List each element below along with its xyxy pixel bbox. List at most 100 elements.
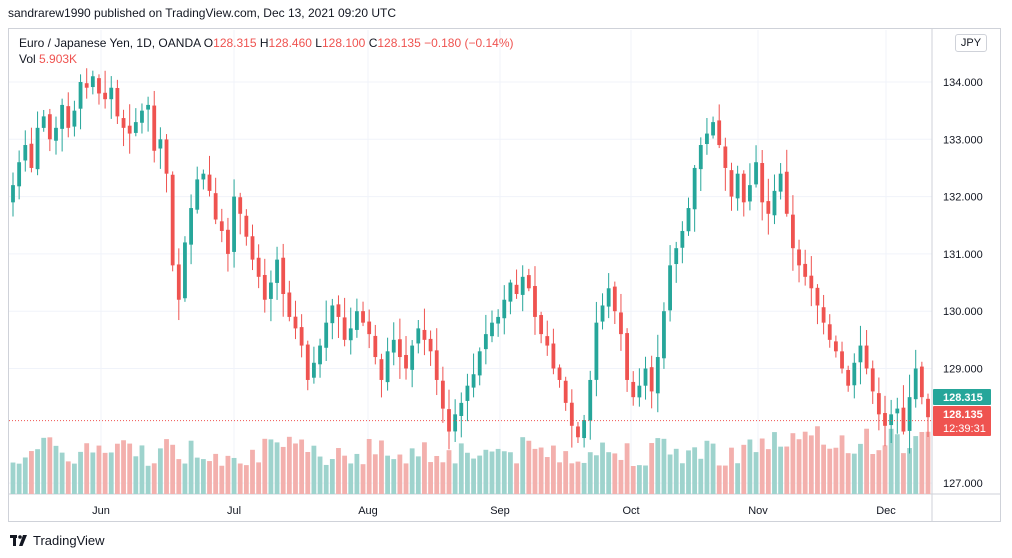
volume-bar [526, 440, 532, 494]
candle [465, 373, 470, 422]
candle-body [520, 276, 525, 295]
candle-body [901, 407, 906, 432]
volume-bar [446, 450, 452, 494]
candle-body [140, 110, 144, 123]
volume-bar [225, 455, 231, 494]
tradingview-logo-icon [10, 534, 27, 546]
candle-body [269, 282, 273, 299]
candle [312, 346, 316, 384]
candle [256, 244, 261, 289]
candle-body [434, 350, 439, 380]
candle-body [41, 116, 46, 128]
candle-body [121, 118, 126, 128]
candle [66, 92, 71, 138]
volume-bar [600, 442, 605, 494]
volume-bar [778, 446, 784, 494]
candle-body [238, 197, 243, 214]
candle-body [883, 413, 887, 426]
volume-bar [851, 453, 857, 494]
candle-body [459, 402, 464, 416]
candle-body [244, 215, 249, 237]
symbol-label: Euro / Japanese Yen, 1D, OANDA [19, 36, 201, 50]
candle-body [649, 367, 654, 392]
candle [324, 300, 329, 361]
volume-bar [477, 455, 483, 494]
candle-body [637, 385, 642, 398]
volume-bar [821, 444, 827, 494]
candle-body [729, 170, 734, 197]
candle-body [164, 139, 169, 174]
candle [170, 171, 175, 272]
candle [901, 385, 906, 435]
volume-layer [10, 426, 931, 494]
candle-body [619, 312, 623, 335]
volume-bar [231, 457, 237, 494]
candle [336, 295, 341, 338]
volume-bar [458, 443, 464, 494]
candle [201, 169, 206, 190]
candle-body [483, 334, 488, 350]
candle [146, 96, 151, 132]
candle [281, 243, 286, 317]
chart-frame [8, 28, 1001, 522]
candle-body [926, 398, 930, 418]
candle [876, 377, 881, 431]
volume-bar [538, 447, 544, 494]
volume-bar [145, 465, 151, 494]
candle-body [471, 374, 476, 388]
volume-value: 5.903K [39, 52, 78, 66]
candle [496, 309, 501, 337]
volume-bar [336, 448, 341, 494]
volume-bar [858, 443, 863, 494]
volume-bar [127, 443, 133, 494]
candle-body [336, 304, 341, 317]
candle [391, 322, 396, 366]
candle [502, 285, 507, 335]
candle [748, 163, 752, 211]
candle [643, 356, 648, 400]
candle [287, 280, 292, 322]
volume-bar [606, 452, 612, 494]
candle [269, 270, 273, 322]
candle [262, 258, 267, 313]
footer-brand-label: TradingView [33, 533, 105, 548]
volume-bar [569, 463, 575, 494]
volume-bar [661, 438, 667, 494]
candle [870, 360, 875, 404]
candle-body [115, 88, 120, 117]
volume-bar [520, 437, 526, 494]
volume-bar [323, 464, 329, 494]
candle [183, 236, 187, 302]
candle-body [692, 167, 697, 210]
candle-body [514, 284, 519, 295]
candle-body [318, 345, 322, 365]
volume-bar [90, 452, 96, 494]
volume-bar [808, 435, 814, 494]
candle-body [545, 336, 550, 346]
volume-bar [710, 443, 716, 494]
volume-bar [864, 428, 869, 494]
candle [686, 197, 691, 236]
candle [655, 334, 660, 413]
candle-body [711, 122, 715, 136]
candle-body [846, 369, 851, 386]
candle-body [827, 324, 832, 340]
candle [244, 209, 249, 246]
volume-bar [827, 448, 833, 494]
candle-body [348, 328, 353, 341]
candle [717, 104, 722, 149]
volume-bar [575, 461, 581, 494]
candle-body [539, 315, 544, 335]
volume-bar [679, 463, 685, 494]
volume-bar [440, 462, 446, 494]
volume-bar [268, 439, 274, 494]
footer-brand[interactable]: TradingView [10, 533, 105, 548]
currency-button[interactable]: JPY [955, 34, 987, 52]
high-label: H [259, 36, 269, 50]
candle [754, 145, 758, 188]
candle-body [226, 229, 230, 254]
candle [29, 127, 34, 173]
candle [238, 192, 243, 235]
candle-body [219, 221, 224, 231]
